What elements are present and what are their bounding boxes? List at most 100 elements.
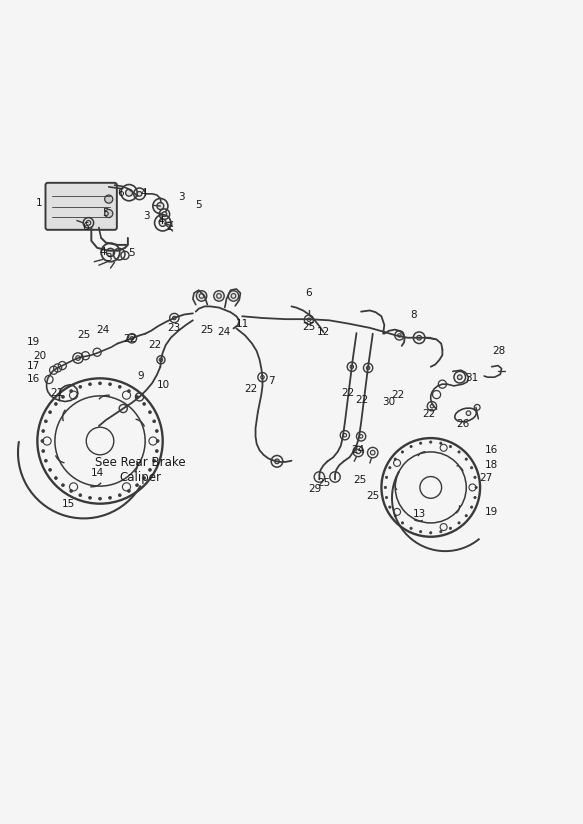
- Text: See Rear Brake
Caliper: See Rear Brake Caliper: [96, 456, 186, 484]
- Text: 14: 14: [90, 468, 104, 478]
- Circle shape: [70, 390, 73, 392]
- Text: 19: 19: [485, 507, 498, 517]
- Circle shape: [470, 506, 473, 508]
- Circle shape: [149, 468, 152, 471]
- Circle shape: [458, 451, 460, 453]
- Circle shape: [275, 459, 279, 464]
- Circle shape: [156, 439, 159, 442]
- Text: 9: 9: [138, 371, 144, 381]
- Circle shape: [44, 420, 47, 423]
- Circle shape: [143, 402, 146, 405]
- Circle shape: [449, 527, 452, 530]
- Circle shape: [394, 458, 396, 461]
- Text: 18: 18: [485, 461, 498, 471]
- Text: 22: 22: [356, 395, 369, 405]
- Text: 23: 23: [168, 323, 181, 333]
- Text: 6: 6: [117, 188, 124, 198]
- Text: 10: 10: [157, 381, 170, 391]
- Text: 25: 25: [201, 325, 214, 335]
- Circle shape: [410, 446, 412, 447]
- Circle shape: [137, 191, 142, 196]
- Circle shape: [359, 434, 363, 438]
- Text: 22: 22: [342, 388, 355, 399]
- Circle shape: [410, 527, 412, 530]
- Circle shape: [162, 212, 167, 217]
- Circle shape: [48, 468, 51, 471]
- Text: 3: 3: [178, 192, 185, 203]
- Circle shape: [385, 496, 388, 499]
- Circle shape: [136, 396, 139, 398]
- Circle shape: [128, 489, 131, 493]
- Text: 25: 25: [317, 478, 330, 488]
- Circle shape: [105, 195, 113, 204]
- Circle shape: [173, 316, 176, 320]
- Circle shape: [42, 450, 45, 452]
- Circle shape: [118, 386, 121, 388]
- Circle shape: [420, 531, 422, 533]
- Circle shape: [86, 221, 91, 225]
- Text: 30: 30: [382, 396, 395, 406]
- Text: 22: 22: [392, 390, 405, 400]
- Circle shape: [343, 433, 347, 437]
- Text: 26: 26: [456, 419, 469, 428]
- Text: 5: 5: [103, 208, 109, 218]
- Circle shape: [470, 466, 473, 469]
- Circle shape: [136, 484, 139, 487]
- Circle shape: [89, 383, 92, 386]
- Circle shape: [229, 291, 238, 302]
- Circle shape: [389, 506, 391, 508]
- Circle shape: [398, 334, 401, 337]
- Text: 25: 25: [366, 490, 380, 500]
- Circle shape: [196, 291, 207, 302]
- Circle shape: [401, 451, 403, 453]
- Circle shape: [118, 494, 121, 497]
- Circle shape: [79, 494, 82, 497]
- Circle shape: [465, 514, 468, 517]
- Circle shape: [465, 458, 468, 461]
- Circle shape: [155, 450, 158, 452]
- Circle shape: [125, 190, 132, 196]
- Circle shape: [157, 203, 164, 209]
- Circle shape: [474, 496, 476, 499]
- Text: 22: 22: [422, 410, 435, 419]
- Text: 24: 24: [96, 325, 110, 335]
- Text: 7: 7: [268, 377, 275, 386]
- Circle shape: [430, 405, 434, 408]
- Text: 16: 16: [485, 445, 498, 455]
- Circle shape: [108, 383, 111, 386]
- Circle shape: [128, 390, 131, 392]
- Circle shape: [389, 466, 391, 469]
- Circle shape: [475, 486, 477, 489]
- Text: 16: 16: [27, 374, 40, 384]
- Circle shape: [99, 382, 101, 385]
- Circle shape: [474, 476, 476, 479]
- Circle shape: [155, 429, 158, 433]
- Circle shape: [159, 358, 163, 362]
- Circle shape: [107, 248, 114, 256]
- Circle shape: [384, 486, 387, 489]
- Text: 11: 11: [236, 320, 249, 330]
- Text: 27: 27: [479, 473, 493, 483]
- Circle shape: [394, 514, 396, 517]
- Text: 5: 5: [195, 200, 202, 210]
- Text: 24: 24: [351, 445, 364, 455]
- Circle shape: [62, 484, 64, 487]
- Circle shape: [149, 410, 152, 414]
- Text: 28: 28: [492, 346, 505, 356]
- Text: 3: 3: [106, 253, 112, 263]
- Circle shape: [385, 476, 388, 479]
- Text: 22: 22: [124, 335, 137, 344]
- Circle shape: [307, 318, 311, 321]
- Circle shape: [48, 410, 51, 414]
- Circle shape: [54, 476, 57, 480]
- Text: 22: 22: [244, 384, 258, 394]
- Circle shape: [99, 497, 101, 500]
- Circle shape: [440, 531, 442, 533]
- Text: 20: 20: [34, 351, 47, 361]
- Text: 1: 1: [36, 198, 43, 208]
- Circle shape: [401, 522, 403, 524]
- Circle shape: [350, 365, 353, 368]
- Text: 12: 12: [317, 327, 330, 337]
- Circle shape: [449, 446, 452, 447]
- Text: 21: 21: [50, 388, 63, 398]
